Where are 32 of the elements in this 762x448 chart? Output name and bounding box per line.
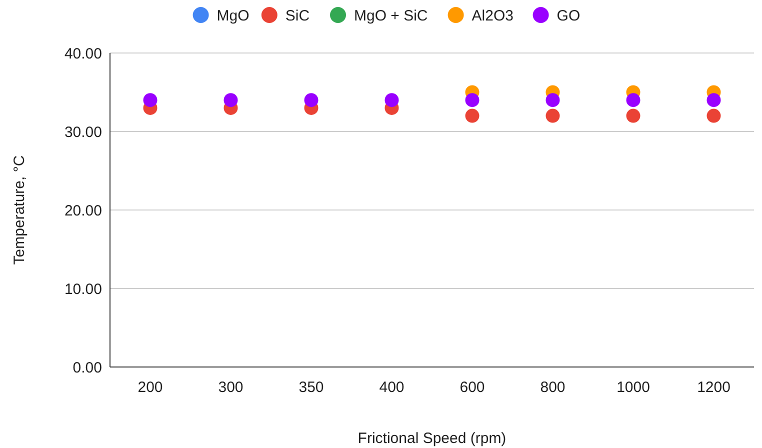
- legend-label: SiC: [285, 7, 310, 24]
- x-tick-label: 200: [138, 379, 163, 396]
- legend-label: Al2O3: [472, 7, 514, 24]
- legend-label: MgO + SiC: [354, 7, 428, 24]
- point: [224, 93, 238, 108]
- x-tick-label: 1000: [616, 379, 650, 396]
- x-tick-label: 400: [379, 379, 404, 396]
- y-tick-label: 0.00: [72, 359, 102, 376]
- point: [546, 108, 560, 123]
- x-tick-label: 350: [298, 379, 324, 396]
- x-tick-label: 600: [460, 379, 485, 396]
- legend-label: GO: [556, 7, 580, 24]
- legend-label: MgO: [216, 7, 250, 24]
- y-tick-label: 40.00: [64, 45, 102, 62]
- point: [626, 93, 640, 108]
- point: [304, 93, 318, 108]
- point: [384, 93, 399, 108]
- point: [626, 108, 640, 123]
- y-tick-label: 20.00: [64, 202, 102, 220]
- point: [143, 93, 158, 108]
- x-tick-label: 300: [218, 379, 244, 396]
- point: [465, 108, 480, 123]
- y-tick-label: 30.00: [64, 124, 102, 141]
- point: [706, 93, 721, 108]
- point: [465, 93, 480, 108]
- x-axis-title: Frictional Speed (rpm): [358, 430, 506, 447]
- point: [706, 108, 721, 123]
- y-tick-label: 10.00: [64, 280, 102, 298]
- x-tick-label: 800: [540, 379, 566, 396]
- point: [546, 93, 560, 108]
- x-tick-label: 1200: [697, 379, 730, 396]
- y-axis-title: Temperature, °C: [11, 155, 28, 265]
